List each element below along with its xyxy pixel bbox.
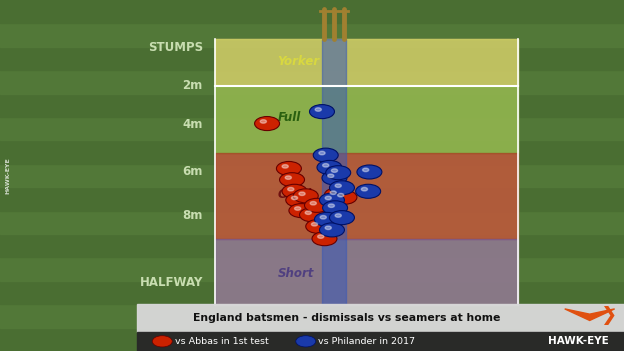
Bar <box>0 24 624 47</box>
Circle shape <box>356 184 381 198</box>
Circle shape <box>318 235 324 238</box>
Circle shape <box>330 191 336 194</box>
Bar <box>0 327 624 351</box>
Circle shape <box>286 193 311 207</box>
Bar <box>137 304 624 332</box>
Bar <box>322 39 346 305</box>
Text: 6m: 6m <box>182 165 203 179</box>
Bar <box>215 39 518 305</box>
Circle shape <box>329 181 354 195</box>
Text: HALFWAY: HALFWAY <box>139 276 203 289</box>
Circle shape <box>331 169 338 172</box>
Bar <box>0 0 624 24</box>
Circle shape <box>280 173 305 187</box>
Circle shape <box>288 187 294 191</box>
Bar <box>0 187 624 211</box>
Circle shape <box>363 168 369 172</box>
Bar <box>215 239 518 305</box>
Circle shape <box>361 187 368 191</box>
Text: Yorker: Yorker <box>278 55 320 68</box>
Bar <box>0 70 624 94</box>
Circle shape <box>314 212 339 226</box>
Circle shape <box>335 184 341 187</box>
Bar <box>0 257 624 281</box>
Circle shape <box>323 164 329 167</box>
Circle shape <box>295 207 301 210</box>
Bar <box>215 153 518 239</box>
Circle shape <box>310 105 334 119</box>
Bar <box>0 304 624 327</box>
Circle shape <box>319 151 325 155</box>
Circle shape <box>282 165 288 168</box>
Circle shape <box>291 196 298 200</box>
Circle shape <box>276 161 301 176</box>
Circle shape <box>320 216 326 219</box>
Bar <box>0 234 624 257</box>
Circle shape <box>328 204 334 207</box>
Circle shape <box>338 193 344 197</box>
Text: England batsmen - dismissals vs seamers at home: England batsmen - dismissals vs seamers … <box>193 313 500 323</box>
Bar <box>0 94 624 117</box>
Circle shape <box>152 336 172 347</box>
Text: Good: Good <box>278 188 312 201</box>
Text: vs Philander in 2017: vs Philander in 2017 <box>318 337 415 346</box>
Circle shape <box>319 193 344 207</box>
Bar <box>0 281 624 304</box>
Circle shape <box>332 190 357 204</box>
Bar <box>0 140 624 164</box>
Bar <box>137 332 624 351</box>
Bar <box>0 164 624 187</box>
Text: HAWK-EYE: HAWK-EYE <box>5 157 10 194</box>
Text: HAWK-EYE: HAWK-EYE <box>548 336 608 346</box>
Text: 2m: 2m <box>183 79 203 93</box>
Circle shape <box>260 120 266 123</box>
Text: 8m: 8m <box>182 209 203 223</box>
Circle shape <box>305 211 311 214</box>
Text: vs Abbas in 1st test: vs Abbas in 1st test <box>175 337 268 346</box>
Circle shape <box>289 204 314 218</box>
Circle shape <box>324 188 349 202</box>
Polygon shape <box>565 309 615 320</box>
Circle shape <box>299 192 305 196</box>
Bar <box>0 211 624 234</box>
Circle shape <box>357 165 382 179</box>
Circle shape <box>306 219 331 233</box>
Text: Short: Short <box>278 267 314 280</box>
Circle shape <box>325 196 331 200</box>
Circle shape <box>313 148 338 162</box>
Circle shape <box>312 232 337 246</box>
Text: ❯: ❯ <box>600 306 617 325</box>
Text: STUMPS: STUMPS <box>148 41 203 54</box>
Circle shape <box>310 201 316 205</box>
Circle shape <box>315 108 321 111</box>
Circle shape <box>326 166 351 180</box>
Circle shape <box>296 336 316 347</box>
Circle shape <box>282 184 307 198</box>
Circle shape <box>328 174 334 178</box>
Circle shape <box>335 214 341 217</box>
Circle shape <box>293 189 318 203</box>
Circle shape <box>311 223 318 226</box>
Bar <box>215 86 518 153</box>
Bar <box>0 47 624 70</box>
Circle shape <box>319 223 344 237</box>
Circle shape <box>322 171 347 185</box>
Bar <box>0 117 624 140</box>
Circle shape <box>285 176 291 179</box>
Circle shape <box>329 211 354 225</box>
Text: 4m: 4m <box>182 118 203 131</box>
Circle shape <box>255 117 280 131</box>
Circle shape <box>305 198 329 212</box>
Text: Full: Full <box>278 111 301 124</box>
Circle shape <box>323 201 348 215</box>
Bar <box>215 39 518 86</box>
Circle shape <box>317 160 342 174</box>
Circle shape <box>300 208 324 222</box>
Circle shape <box>325 226 331 230</box>
